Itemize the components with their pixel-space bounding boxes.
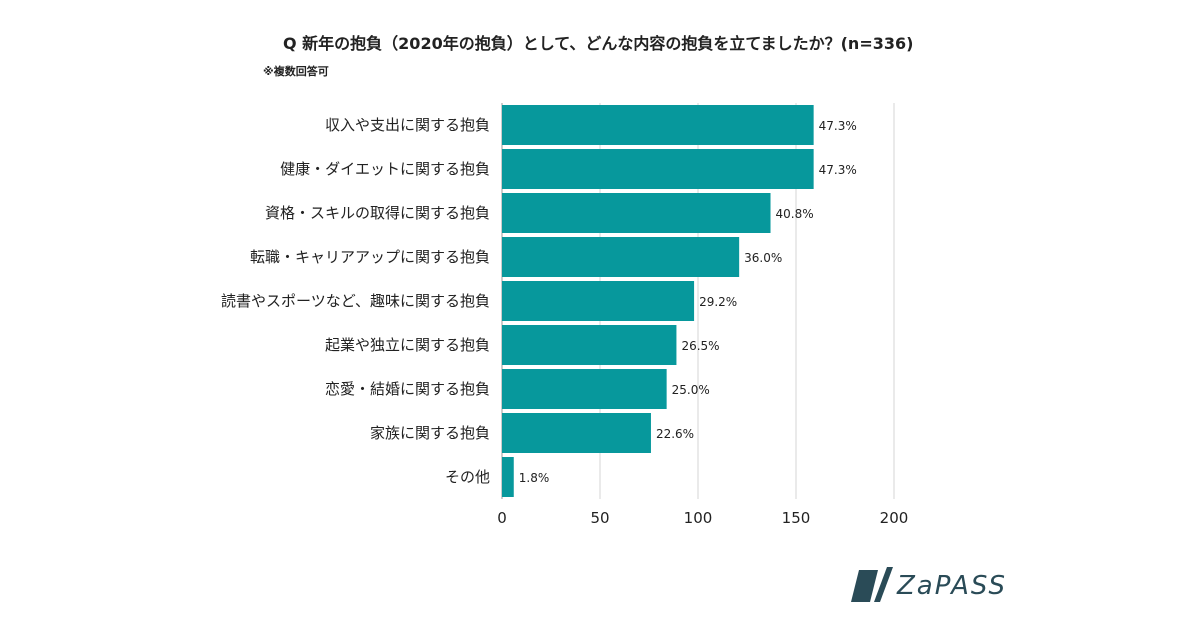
bar-0 — [502, 105, 814, 145]
bar-4 — [502, 281, 695, 321]
category-label-7: 家族に関する抱負 — [370, 424, 490, 442]
chart-subtitle: ※複数回答可 — [263, 64, 329, 78]
category-label-4: 読書やスポーツなど、趣味に関する抱負 — [221, 292, 490, 310]
x-tick-label-0: 0 — [497, 509, 507, 527]
x-tick-label-100: 100 — [684, 509, 713, 527]
category-label-1: 健康・ダイエットに関する抱負 — [280, 160, 490, 178]
data-label-6: 25.0% — [672, 383, 710, 397]
data-label-2: 40.8% — [776, 207, 814, 221]
bar-5 — [502, 325, 677, 365]
zapass-logo: ZaPASS — [851, 567, 1007, 602]
data-label-5: 26.5% — [681, 339, 719, 353]
bar-6 — [502, 369, 667, 409]
bar-1 — [502, 149, 814, 189]
bar-3 — [502, 237, 740, 277]
x-axis-ticks: 0 50 100 150 200 — [497, 509, 908, 527]
data-label-7: 22.6% — [656, 427, 694, 441]
data-label-0: 47.3% — [819, 119, 857, 133]
bars — [502, 105, 814, 497]
data-labels: 47.3% 47.3% 40.8% 36.0% 29.2% 26.5% 25.0% 22.6%… — [519, 119, 857, 485]
bar-2 — [502, 193, 771, 233]
category-label-0: 収入や支出に関する抱負 — [325, 116, 490, 134]
x-tick-label-150: 150 — [782, 509, 811, 527]
zapass-logo-mark — [851, 567, 893, 602]
category-label-3: 転職・キャリアアップに関する抱負 — [250, 248, 490, 266]
category-label-8: その他 — [445, 468, 490, 486]
data-label-1: 47.3% — [819, 163, 857, 177]
category-label-5: 起業や独立に関する抱負 — [325, 336, 490, 354]
x-tick-label-200: 200 — [880, 509, 909, 527]
category-label-6: 恋愛・結婚に関する抱負 — [325, 380, 490, 398]
bar-7 — [502, 413, 651, 453]
data-label-4: 29.2% — [699, 295, 737, 309]
x-tick-label-50: 50 — [590, 509, 609, 527]
logo-text: ZaPASS — [896, 571, 1007, 601]
chart-title: Q 新年の抱負（2020年の抱負）として、どんな内容の抱負を立てましたか？(n=… — [283, 34, 913, 53]
category-label-2: 資格・スキルの取得に関する抱負 — [265, 204, 490, 222]
data-label-8: 1.8% — [519, 471, 550, 485]
data-label-3: 36.0% — [744, 251, 782, 265]
category-labels: 収入や支出に関する抱負健康・ダイエットに関する抱負資格・スキルの取得に関する抱負… — [221, 116, 490, 486]
bar-8 — [502, 457, 514, 497]
